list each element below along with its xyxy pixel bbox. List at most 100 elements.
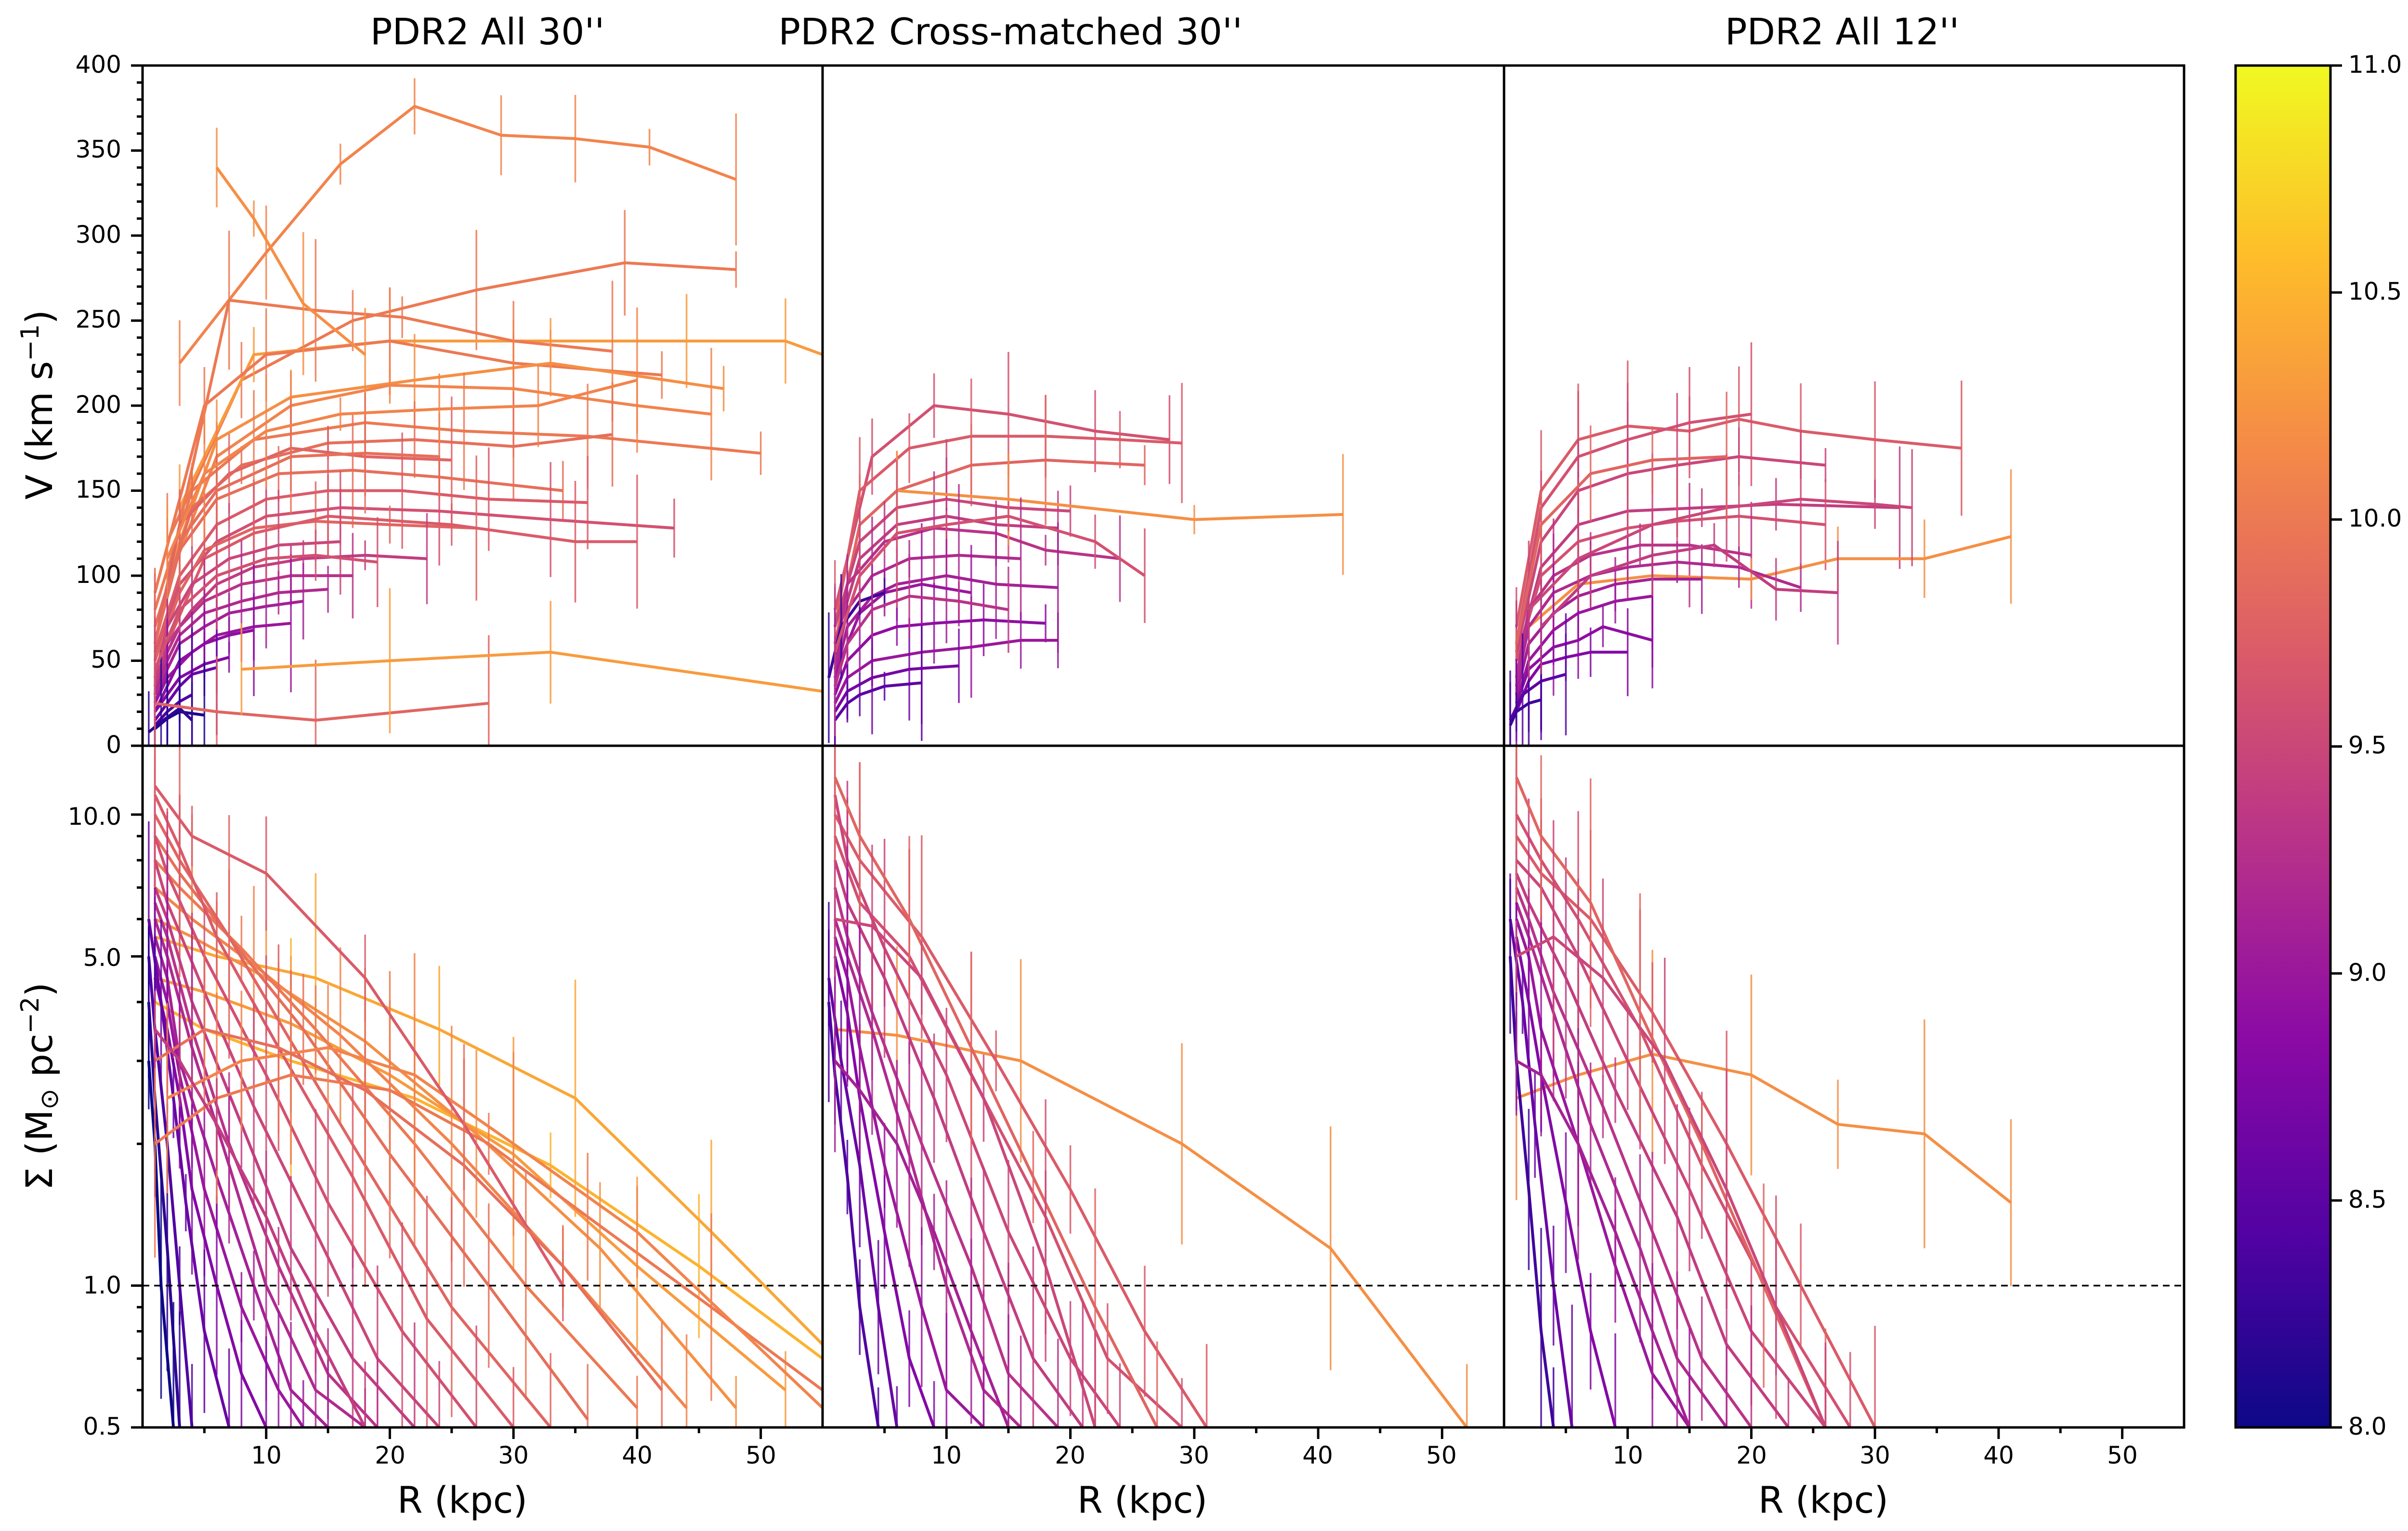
x-tick-label-cross30: 30: [1178, 1441, 1209, 1469]
series-line: [215, 167, 366, 356]
surface-density-series: [1515, 766, 1827, 1427]
series-line: [154, 785, 564, 1287]
x-tick-label-all30: 20: [375, 1441, 406, 1469]
plot-layer: [143, 78, 2184, 1427]
panel-title-all12: PDR2 All 12'': [1725, 10, 1960, 53]
panel-frame-cross30-bottom: [821, 744, 1505, 1429]
rotation-curve-series: [166, 307, 638, 599]
series-line: [1515, 412, 1752, 644]
rotation-curve-series: [153, 287, 663, 618]
series-line: [1528, 535, 2012, 628]
series-line: [827, 977, 899, 1427]
series-line: [153, 554, 427, 687]
bottom-y-tick-label: 5.0: [83, 944, 121, 972]
series-line: [153, 339, 662, 594]
x-tick-label-all12: 40: [1983, 1441, 2014, 1469]
series-line: [153, 447, 452, 644]
rotation-curve-series: [1528, 469, 2012, 641]
bottom-y-tick-labels: 0.5 1.0 5.0 10.0: [68, 803, 121, 1440]
rotation-curve-series: [178, 78, 737, 406]
colorbar-tick-label: 9.0: [2348, 959, 2387, 987]
colorbar-tick-label: 8.5: [2348, 1186, 2387, 1214]
surface-density-series: [154, 814, 688, 1427]
series-line: [833, 956, 936, 1427]
top-y-tick-label: 300: [76, 221, 121, 249]
rotation-curve-series: [153, 456, 675, 676]
series-line: [153, 506, 675, 661]
surface-density-series: [154, 990, 366, 1427]
series-line: [154, 1028, 366, 1427]
series-line: [835, 917, 1097, 1427]
top-y-tick-label: 150: [76, 475, 121, 503]
top-y-tick-labels: 0 50 100 150 200 250 300 350 400: [76, 51, 121, 759]
series-line: [153, 554, 378, 670]
bottom-y-tick-label: 0.5: [83, 1412, 121, 1440]
x-tick-label-cross30: 50: [1426, 1441, 1457, 1469]
top-y-tick-label: 350: [76, 135, 121, 163]
colorbar-tick-label: 10.5: [2348, 277, 2402, 305]
rotation-curve-series: [1515, 342, 1753, 700]
series-line: [147, 919, 231, 1427]
rotation-curve-series: [240, 588, 823, 746]
bottom-y-tick-label: 10.0: [68, 803, 121, 831]
rotation-curve-series: [833, 460, 1146, 677]
x-tick-label-all30: 50: [746, 1441, 776, 1469]
x-tick-label-all12: 20: [1736, 1441, 1767, 1469]
panel-frames: [141, 64, 2186, 1429]
bottom-y-tick-label: 1.0: [83, 1271, 121, 1299]
series-line: [1516, 1059, 1691, 1427]
series-line: [1515, 560, 1802, 687]
surface-density-series: [834, 969, 1010, 1427]
top-y-tick-label: 0: [106, 731, 121, 759]
series-line: [166, 361, 724, 577]
rotation-curve-series: [215, 128, 366, 401]
series-line: [1515, 650, 1628, 713]
series-line: [1515, 937, 1617, 1427]
series-line: [833, 618, 1046, 696]
rotation-curve-series: [1528, 430, 1913, 679]
panel-title-all30: PDR2 All 30'': [370, 10, 605, 53]
y-axis-label-surface-density: Σ (M⊙ pc−2): [16, 982, 64, 1190]
surface-density-series: [1508, 873, 1574, 1427]
x-tick-label-cross30: 40: [1302, 1441, 1333, 1469]
x-tick-label-cross30: 20: [1055, 1441, 1086, 1469]
series-line: [1509, 698, 1542, 726]
surface-density-series: [1508, 879, 1555, 1427]
series-line: [155, 701, 489, 722]
panel-frame-cross30-top: [821, 64, 1505, 747]
rotation-curve-series: [833, 554, 1009, 737]
x-tick-label-all12: 50: [2107, 1441, 2138, 1469]
series-line: [1515, 777, 1827, 1427]
colorbar-ticks: [2330, 64, 2342, 1429]
rotation-curve-series: [153, 517, 379, 722]
panel-frame-all12-bottom: [1503, 744, 2186, 1429]
surface-density-series: [1515, 820, 1827, 1427]
series-line: [1515, 887, 1753, 1427]
x-tick-label-all12: 10: [1612, 1441, 1643, 1469]
colorbar-tick-label: 10.0: [2348, 504, 2402, 532]
colorbar-tick-label: 8.0: [2348, 1412, 2387, 1440]
top-y-tick-label: 100: [76, 561, 121, 589]
surface-density-series: [147, 1012, 175, 1427]
series-line: [833, 594, 1009, 687]
x-tick-label-cross30: 10: [931, 1441, 962, 1469]
series-line: [153, 859, 441, 1427]
rotation-curve-series: [1515, 509, 1703, 732]
series-line: [1515, 902, 1728, 1427]
surface-density-series: [154, 947, 663, 1427]
surface-density-series: [827, 929, 899, 1427]
series-line: [835, 1028, 1468, 1427]
series-line: [178, 299, 613, 525]
panel-title-cross30: PDR2 Cross-matched 30'': [778, 10, 1242, 53]
surface-density-series: [827, 902, 880, 1427]
series-line: [153, 540, 340, 678]
series-line: [833, 498, 1071, 627]
panel-frame-all12-top: [1503, 64, 2186, 747]
rotation-curve-series: [178, 287, 823, 551]
surface-density-series: [166, 953, 823, 1427]
series-line: [834, 1060, 1010, 1427]
y-axis-label-velocity: V (km s−1): [16, 310, 61, 500]
series-line: [147, 1060, 175, 1427]
series-line: [1515, 578, 1702, 695]
